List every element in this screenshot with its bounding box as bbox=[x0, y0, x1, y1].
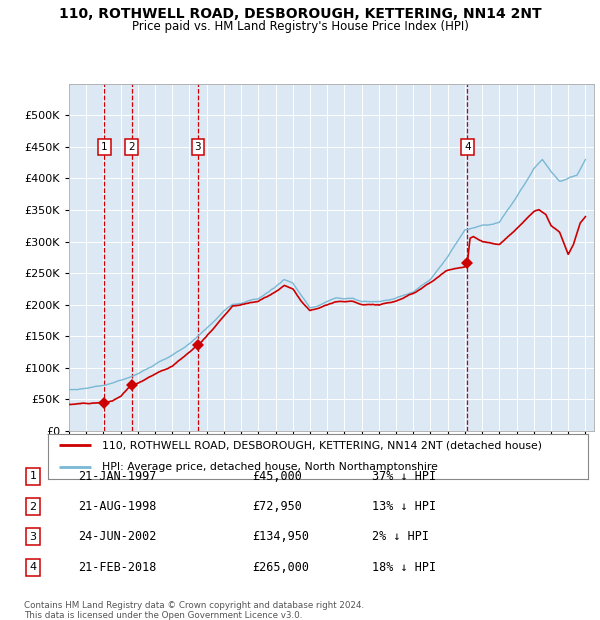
Text: £72,950: £72,950 bbox=[252, 500, 302, 513]
Text: 18% ↓ HPI: 18% ↓ HPI bbox=[372, 561, 436, 574]
Text: 1: 1 bbox=[101, 142, 107, 152]
Text: 2: 2 bbox=[128, 142, 135, 152]
Text: Price paid vs. HM Land Registry's House Price Index (HPI): Price paid vs. HM Land Registry's House … bbox=[131, 20, 469, 33]
Text: 21-JAN-1997: 21-JAN-1997 bbox=[78, 470, 157, 482]
Text: HPI: Average price, detached house, North Northamptonshire: HPI: Average price, detached house, Nort… bbox=[102, 463, 438, 472]
Text: 3: 3 bbox=[194, 142, 201, 152]
Text: £134,950: £134,950 bbox=[252, 531, 309, 543]
Text: Contains HM Land Registry data © Crown copyright and database right 2024.: Contains HM Land Registry data © Crown c… bbox=[24, 601, 364, 611]
Text: £45,000: £45,000 bbox=[252, 470, 302, 482]
Text: 21-AUG-1998: 21-AUG-1998 bbox=[78, 500, 157, 513]
Text: 110, ROTHWELL ROAD, DESBOROUGH, KETTERING, NN14 2NT (detached house): 110, ROTHWELL ROAD, DESBOROUGH, KETTERIN… bbox=[102, 440, 542, 450]
Text: This data is licensed under the Open Government Licence v3.0.: This data is licensed under the Open Gov… bbox=[24, 611, 302, 620]
Text: £265,000: £265,000 bbox=[252, 561, 309, 574]
Text: 2: 2 bbox=[29, 502, 37, 512]
Text: 2% ↓ HPI: 2% ↓ HPI bbox=[372, 531, 429, 543]
Text: 37% ↓ HPI: 37% ↓ HPI bbox=[372, 470, 436, 482]
Text: 21-FEB-2018: 21-FEB-2018 bbox=[78, 561, 157, 574]
Text: 110, ROTHWELL ROAD, DESBOROUGH, KETTERING, NN14 2NT: 110, ROTHWELL ROAD, DESBOROUGH, KETTERIN… bbox=[59, 7, 541, 22]
Text: 3: 3 bbox=[29, 532, 37, 542]
Text: 4: 4 bbox=[29, 562, 37, 572]
Text: 13% ↓ HPI: 13% ↓ HPI bbox=[372, 500, 436, 513]
Text: 24-JUN-2002: 24-JUN-2002 bbox=[78, 531, 157, 543]
Text: 1: 1 bbox=[29, 471, 37, 481]
Text: 4: 4 bbox=[464, 142, 470, 152]
